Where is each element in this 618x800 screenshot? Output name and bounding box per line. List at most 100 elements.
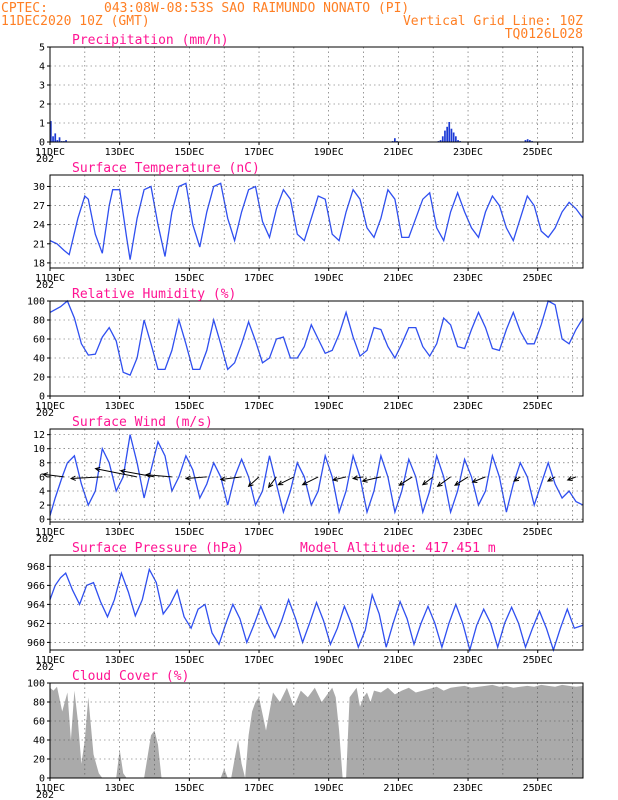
precip-bar — [524, 140, 527, 142]
wind-vector — [94, 466, 138, 478]
x-tick-label: 19DEC — [314, 147, 344, 158]
x-tick-label: 25DEC — [523, 401, 553, 412]
x-tick-label: 11DEC — [35, 527, 65, 538]
x-tick-label: 17DEC — [244, 655, 274, 666]
wind-vector — [566, 476, 577, 481]
precip-bar — [446, 126, 448, 142]
panel-2-title: Surface Temperature (nC) — [72, 161, 260, 176]
x-tick-label: 25DEC — [523, 273, 553, 284]
x-tick-label: 11DEC — [35, 783, 65, 794]
wind-vector — [144, 472, 172, 478]
precip-bar — [56, 140, 59, 142]
x-tick-label: 17DEC — [244, 147, 274, 158]
y-tick-label: 8 — [39, 458, 45, 469]
wind-vector — [361, 476, 382, 483]
panel-2: 18 21 24 27 30 11DEC 13DEC 15DEC 17DEC 19DEC 21DEC… — [33, 161, 584, 291]
panel-1-plot — [50, 121, 533, 143]
panel-4-title: Surface Wind (m/s) — [72, 415, 213, 430]
wind-vector — [454, 476, 469, 486]
y-tick-label: 100 — [27, 679, 45, 690]
y-tick-label: 5 — [39, 43, 45, 54]
x-tick-label: 23DEC — [453, 147, 483, 158]
y-tick-label: 0 — [39, 774, 45, 785]
precip-bar — [394, 138, 396, 142]
y-tick-label: 40 — [33, 354, 45, 365]
panel-5-grid — [50, 555, 583, 650]
x-year-label: 202 — [36, 662, 54, 673]
series-line-3 — [49, 299, 584, 376]
x-tick-label: 13DEC — [105, 783, 135, 794]
precip-bar — [58, 137, 61, 143]
panel-6-title: Cloud Cover (%) — [72, 669, 189, 684]
y-tick-label: 6 — [39, 472, 45, 483]
panel-4-frame — [49, 428, 584, 523]
cloud-cover-area — [50, 684, 583, 778]
precip-bar — [444, 130, 446, 142]
panel-6: 0 20 40 60 80 100 11DEC 13DEC 15DEC 17DEC 19DEC 21D… — [27, 669, 584, 800]
y-tick-label: 0 — [39, 392, 45, 403]
x-year-label: 202 — [36, 280, 54, 291]
precip-bar — [452, 132, 455, 142]
panel-3-title: Relative Humidity (%) — [72, 287, 236, 302]
x-tick-label: 21DEC — [383, 783, 413, 794]
panel-6-frame — [49, 682, 584, 779]
y-tick-label: 2 — [39, 501, 45, 512]
panel-1-grid — [50, 47, 583, 142]
x-year-label: 202 — [36, 408, 54, 419]
x-tick-label: 13DEC — [105, 401, 135, 412]
wind-vector — [119, 468, 155, 478]
x-tick-label: 11DEC — [35, 401, 65, 412]
wind-vector — [331, 476, 347, 482]
wind-vector — [546, 476, 556, 482]
x-tick-label: 19DEC — [314, 401, 344, 412]
x-tick-label: 21DEC — [383, 655, 413, 666]
y-tick-label: 964 — [27, 600, 45, 611]
x-tick-label: 15DEC — [174, 147, 204, 158]
x-tick-label: 17DEC — [244, 273, 274, 284]
y-tick-label: 2 — [39, 100, 45, 111]
precip-bar — [65, 140, 67, 142]
panel-1-title: Precipitation (mm/h) — [72, 33, 229, 48]
y-tick-label: 27 — [33, 201, 45, 212]
panel-6-grid — [50, 683, 583, 778]
y-tick-label: 21 — [33, 239, 45, 250]
panel-2-grid — [50, 175, 583, 268]
wind-vector — [267, 476, 277, 489]
x-tick-label: 25DEC — [523, 783, 553, 794]
x-year-label: 202 — [36, 154, 54, 165]
precip-bar — [439, 140, 442, 142]
precip-bar — [441, 136, 444, 142]
x-tick-label: 19DEC — [314, 527, 344, 538]
wind-vector — [351, 475, 364, 481]
y-tick-label: 10 — [33, 444, 45, 455]
x-tick-label: 15DEC — [174, 401, 204, 412]
y-tick-label: 1 — [39, 119, 45, 130]
panel-3: 0 20 40 60 80 100 11DEC 13DEC 15DEC 17DEC 19DEC 21D… — [27, 287, 584, 419]
x-tick-label: 19DEC — [314, 783, 344, 794]
panel-4-plot — [41, 434, 584, 516]
x-tick-label: 25DEC — [523, 147, 553, 158]
x-tick-label: 15DEC — [174, 527, 204, 538]
x-tick-label: 15DEC — [174, 273, 204, 284]
panel-5: 960 962 964 966 968 11DEC 13DEC 15DEC 17DEC 19DEC… — [27, 541, 584, 673]
x-year-label: 202 — [36, 534, 54, 545]
x-tick-label: 11DEC — [35, 655, 65, 666]
x-tick-label: 21DEC — [383, 273, 413, 284]
x-tick-label: 23DEC — [453, 783, 483, 794]
x-tick-label: 17DEC — [244, 527, 274, 538]
wind-vector — [421, 476, 434, 486]
x-tick-label: 13DEC — [105, 655, 135, 666]
y-tick-label: 960 — [27, 638, 45, 649]
panel-2-frame — [49, 174, 584, 269]
x-tick-label: 15DEC — [174, 783, 204, 794]
series-line-5 — [49, 567, 584, 653]
panel-3-grid — [50, 301, 583, 396]
y-tick-label: 18 — [33, 258, 45, 269]
panel-5-note: Model Altitude: 417.451 m — [300, 541, 496, 556]
y-tick-label: 966 — [27, 581, 45, 592]
wind-vector — [301, 476, 319, 486]
panel-5-title: Surface Pressure (hPa) — [72, 541, 244, 556]
y-tick-label: 80 — [33, 316, 45, 327]
wind-vector — [41, 472, 64, 478]
header-run: 11DEC2020 10Z (GMT) — [1, 14, 150, 29]
